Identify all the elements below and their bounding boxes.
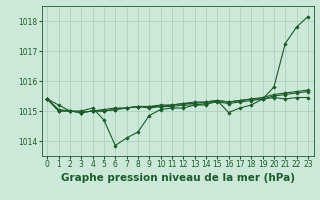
X-axis label: Graphe pression niveau de la mer (hPa): Graphe pression niveau de la mer (hPa)	[60, 173, 295, 183]
